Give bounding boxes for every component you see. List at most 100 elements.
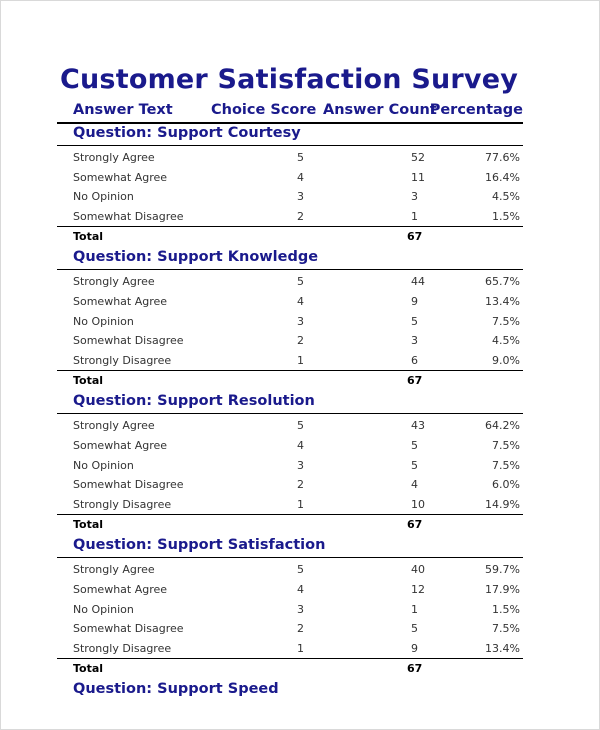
answer-label: Somewhat Agree [73, 170, 168, 184]
question-title: Question: Support Knowledge [57, 246, 523, 271]
total-count: 67 [407, 374, 423, 388]
answer-count: 52 [411, 151, 425, 164]
answer-count: 10 [411, 497, 425, 511]
answer-count: 5 [411, 458, 418, 472]
answer-rows: Strongly Agree 5 44 65.7% Somewhat Agree 4 9 13… [57, 270, 523, 370]
answer-count: 6 [411, 353, 418, 367]
percentage-value: 14.9% [485, 497, 520, 511]
answer-label: Somewhat Disagree [73, 478, 184, 492]
choice-score: 1 [297, 641, 304, 655]
answer-label: No Opinion [73, 458, 134, 472]
table-row: Somewhat Agree 4 5 7.5% [57, 436, 523, 456]
answer-count: 12 [411, 582, 425, 596]
total-label: Total [73, 518, 104, 532]
table-row: No Opinion 3 3 4.5% [57, 187, 523, 207]
answer-count: 43 [411, 419, 425, 433]
table-row: Somewhat Disagree 2 5 7.5% [57, 619, 523, 639]
answer-count: 9 [411, 641, 418, 655]
answer-label: Somewhat Agree [73, 438, 168, 452]
answer-label: No Opinion [73, 190, 134, 204]
table-row: Strongly Agree 5 40 59.7% [57, 560, 523, 580]
percentage-value: 6.0% [492, 478, 520, 492]
answer-count: 1 [411, 602, 418, 616]
question-section: Question: Support Knowledge Strongly Agre… [57, 246, 523, 390]
answer-count: 44 [411, 275, 425, 289]
answer-rows: Strongly Agree 5 52 77.6% Somewhat Agree 4 11 1… [57, 146, 523, 226]
table-row: No Opinion 3 1 1.5% [57, 600, 523, 620]
table-header: Answer Text Choice Score Answer Count Pe… [57, 100, 523, 124]
answer-label: Strongly Agree [73, 151, 155, 164]
answer-count: 4 [411, 478, 418, 492]
choice-score: 1 [297, 353, 304, 367]
percentage-value: 7.5% [492, 622, 520, 636]
answer-label: Somewhat Agree [73, 294, 168, 308]
header-answer-count: Answer Count [323, 102, 437, 118]
answer-label: Strongly Agree [73, 419, 155, 433]
table-row: Strongly Disagree 1 10 14.9% [57, 495, 523, 515]
choice-score: 4 [297, 438, 304, 452]
total-label: Total [73, 662, 104, 676]
answer-label: No Opinion [73, 314, 134, 328]
total-row: Total 67 [57, 514, 523, 534]
table-row: Somewhat Agree 4 12 17.9% [57, 580, 523, 600]
answer-label: Strongly Disagree [73, 641, 172, 655]
percentage-value: 9.0% [492, 353, 520, 367]
choice-score: 4 [297, 294, 304, 308]
total-label: Total [73, 230, 104, 244]
percentage-value: 4.5% [492, 334, 520, 348]
choice-score: 1 [297, 497, 304, 511]
total-row: Total 67 [57, 226, 523, 246]
choice-score: 5 [297, 419, 304, 433]
percentage-value: 17.9% [485, 582, 520, 596]
table-row: Strongly Agree 5 43 64.2% [57, 416, 523, 436]
answer-label: Strongly Disagree [73, 497, 172, 511]
table-row: Somewhat Agree 4 9 13.4% [57, 292, 523, 312]
table-row: Somewhat Disagree 2 3 4.5% [57, 331, 523, 351]
answer-label: Somewhat Disagree [73, 334, 184, 348]
question-section: Question: Support Courtesy Strongly Agree… [57, 122, 523, 246]
choice-score: 3 [297, 314, 304, 328]
total-label: Total [73, 374, 104, 388]
percentage-value: 65.7% [485, 275, 520, 289]
question-section: Question: Support Satisfaction Strongly A… [57, 534, 523, 678]
answer-label: Somewhat Disagree [73, 209, 184, 223]
question-title: Question: Support Satisfaction [57, 534, 523, 559]
choice-score: 2 [297, 478, 304, 492]
choice-score: 2 [297, 209, 304, 223]
answer-rows: Strongly Agree 5 43 64.2% Somewhat Agree 4 5 7.… [57, 414, 523, 514]
percentage-value: 77.6% [485, 151, 520, 164]
answer-count: 3 [411, 334, 418, 348]
table-row: Somewhat Disagree 2 4 6.0% [57, 475, 523, 495]
table-row: Strongly Agree 5 52 77.6% [57, 148, 523, 168]
answer-count: 5 [411, 314, 418, 328]
table-row: Strongly Disagree 1 6 9.0% [57, 351, 523, 371]
choice-score: 3 [297, 602, 304, 616]
percentage-value: 59.7% [485, 563, 520, 577]
total-row: Total 67 [57, 370, 523, 390]
percentage-value: 7.5% [492, 314, 520, 328]
header-answer-text: Answer Text [73, 102, 173, 118]
table-row: Strongly Agree 5 44 65.7% [57, 272, 523, 292]
percentage-value: 13.4% [485, 641, 520, 655]
answer-count: 3 [411, 190, 418, 204]
total-count: 67 [407, 518, 423, 532]
percentage-value: 16.4% [485, 170, 520, 184]
question-section: Question: Support Resolution Strongly Agr… [57, 390, 523, 534]
question-section: Question: Support Speed [57, 678, 523, 702]
answer-count: 40 [411, 563, 425, 577]
choice-score: 3 [297, 190, 304, 204]
answer-label: Somewhat Disagree [73, 622, 184, 636]
table-row: No Opinion 3 5 7.5% [57, 312, 523, 332]
header-choice-score: Choice Score [211, 102, 317, 118]
answer-label: Strongly Agree [73, 563, 155, 577]
survey-table: Question: Support Courtesy Strongly Agree… [57, 122, 523, 702]
choice-score: 5 [297, 563, 304, 577]
answer-count: 9 [411, 294, 418, 308]
choice-score: 3 [297, 458, 304, 472]
percentage-value: 7.5% [492, 438, 520, 452]
answer-count: 11 [411, 170, 425, 184]
answer-rows: Strongly Agree 5 40 59.7% Somewhat Agree 4 12 1… [57, 558, 523, 658]
table-row: Somewhat Agree 4 11 16.4% [57, 168, 523, 188]
choice-score: 5 [297, 151, 304, 164]
table-row: Somewhat Disagree 2 1 1.5% [57, 207, 523, 227]
